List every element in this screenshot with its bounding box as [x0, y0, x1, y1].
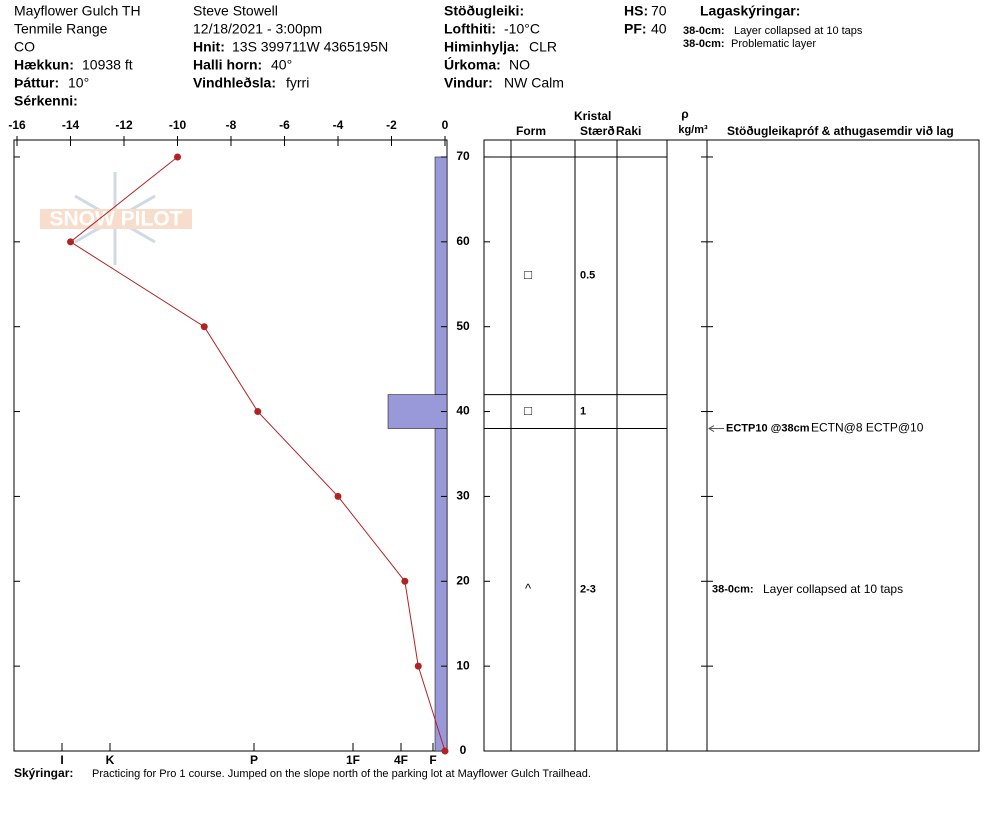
x-tick-label: -16 — [8, 118, 26, 132]
datetime: 12/18/2021 - 3:00pm — [193, 21, 322, 37]
hardness-tick-label: 4F — [394, 753, 408, 767]
y-tick-label: 30 — [456, 489, 470, 503]
x-tick-label: -14 — [62, 118, 80, 132]
field-label: Vindhleðsla: — [193, 75, 276, 91]
snowflake — [74, 172, 156, 265]
field-value: NO — [509, 57, 530, 73]
legend-label: 38-0cm: — [683, 25, 725, 37]
field-value: 70 — [651, 3, 667, 19]
hardness-bar — [434, 428, 448, 752]
comment-text: Layer collapsed at 10 taps — [763, 582, 903, 596]
grain-size: 2-3 — [580, 584, 596, 596]
location: Mayflower Gulch TH — [14, 3, 141, 19]
field-label: Himinhylja: — [444, 39, 519, 55]
x-tick-label: -2 — [386, 118, 397, 132]
y-tick-label: 0 — [460, 743, 467, 757]
x-tick-label: -4 — [333, 118, 344, 132]
hardness-tick-label: I — [60, 753, 63, 767]
profile-frame — [13, 139, 448, 752]
temperature-line — [69, 156, 446, 752]
field-value: -10°C — [504, 21, 540, 37]
column-header: Stærð — [580, 124, 615, 138]
legend-label: 38-0cm: — [683, 38, 725, 50]
logo-band — [40, 209, 192, 229]
y-tick-label: 20 — [456, 573, 470, 587]
comment-label: 38-0cm: — [712, 584, 754, 596]
field-label: Sérkenni: — [14, 93, 78, 109]
temperature-point — [67, 238, 74, 246]
temperature-point — [334, 492, 342, 500]
column-header: Kristal — [574, 109, 611, 123]
field-label: Hnit: — [193, 39, 225, 55]
field-value: 40 — [651, 21, 667, 37]
temperature-point — [174, 153, 181, 161]
hardness-tick-label: F — [429, 753, 436, 767]
field-label: PF: — [624, 21, 647, 37]
layers-frame — [483, 139, 980, 752]
test-label: ECTP10 @38cm — [726, 422, 810, 434]
x-tick-label: -6 — [279, 118, 290, 132]
field-value: 40° — [271, 57, 292, 73]
watermark: SNOW PILOT — [40, 172, 192, 265]
x-tick-label: 0 — [442, 118, 449, 132]
hardness-tick-label: K — [106, 753, 115, 767]
test-arrowhead — [708, 425, 715, 432]
y-tick-label: 60 — [456, 234, 470, 248]
column-header: Stöðugleikapróf & athugasemdir við lag — [727, 124, 954, 138]
field-value: 10938 ft — [82, 57, 133, 73]
legend-text: Layer collapsed at 10 taps — [734, 25, 863, 37]
hardness-bar — [434, 156, 448, 395]
field-label: Þáttur: — [14, 75, 59, 91]
field-value: NW Calm — [504, 75, 564, 91]
grain-form: ^ — [525, 581, 532, 596]
watermark-text: SNOW PILOT — [50, 208, 183, 231]
field-value: CLR — [529, 39, 557, 55]
x-tick-label: -8 — [226, 118, 237, 132]
location: Tenmile Range — [14, 21, 108, 37]
temperature-point — [441, 747, 449, 755]
test-result: ECTN@8 ECTP@10 — [811, 421, 924, 435]
column-lines — [510, 140, 708, 751]
observer: Steve Stowell — [193, 3, 278, 19]
field-value: 10° — [68, 75, 89, 91]
legend-title: Lagaskýringar: — [700, 3, 800, 19]
field-label: Stöðugleiki: — [444, 3, 524, 19]
grain-size: 0.5 — [580, 270, 595, 282]
x-tick-label: -10 — [169, 118, 187, 132]
field-label: Lofthiti: — [444, 21, 496, 37]
legend-text: Problematic layer — [731, 38, 816, 50]
grain-form: □ — [524, 267, 532, 282]
location: CO — [14, 39, 35, 55]
y-tick-label: 50 — [456, 319, 470, 333]
field-label: HS: — [624, 3, 648, 19]
temperature-point — [254, 408, 262, 416]
y-tick-label: 10 — [456, 658, 470, 672]
grain-size: 1 — [580, 405, 586, 417]
temperature-point — [200, 323, 208, 331]
field-value: fyrri — [286, 75, 309, 91]
y-tick-label: 40 — [456, 404, 470, 418]
y-tick-label: 70 — [456, 149, 470, 163]
field-label: Vindur: — [444, 75, 493, 91]
temperature-point — [401, 577, 409, 585]
column-header: kg/m³ — [678, 124, 708, 136]
hardness-tick-label: 1F — [346, 753, 360, 767]
hardness-tick-label: P — [250, 753, 258, 767]
x-tick-label: -12 — [115, 118, 133, 132]
notes-text: Practicing for Pro 1 course. Jumped on t… — [92, 768, 591, 780]
field-label: Hækkun: — [14, 57, 74, 73]
column-header: Raki — [616, 124, 641, 138]
hardness-bar — [387, 394, 448, 429]
column-header: Form — [516, 124, 546, 138]
notes-label: Skýringar: — [14, 766, 73, 780]
field-label: Halli horn: — [193, 57, 262, 73]
grain-form: □ — [524, 403, 532, 418]
temperature-point — [414, 662, 422, 670]
field-value: 13S 399711W 4365195N — [232, 39, 388, 55]
field-label: Úrkoma: — [444, 56, 501, 73]
column-header: ρ — [681, 107, 688, 121]
